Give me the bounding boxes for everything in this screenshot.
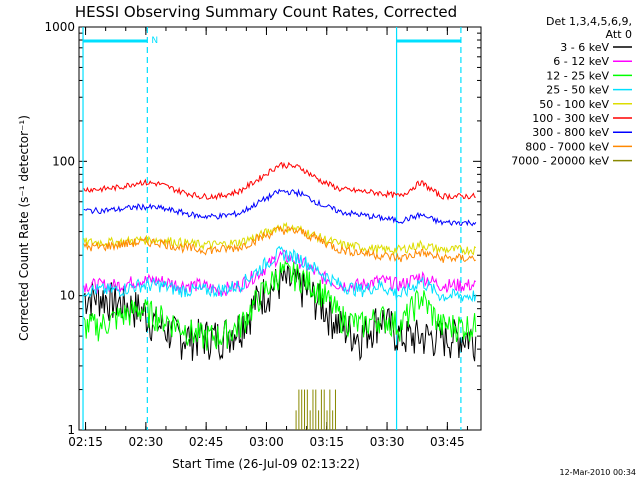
plot-frame <box>78 26 482 431</box>
y-tick-label: 100 <box>52 154 75 168</box>
series-line-100to300keV <box>83 161 476 201</box>
legend-entry-label: 300 - 800 keV <box>532 126 609 139</box>
legend-entry-label: 800 - 7000 keV <box>525 140 609 153</box>
x-tick-label: 03:30 <box>370 435 405 449</box>
x-tick-label: 02:30 <box>129 435 164 449</box>
legend-title-line-1: Det 1,3,4,5,6,9, <box>546 15 632 28</box>
legend-entry-label: 3 - 6 keV <box>560 41 609 54</box>
legend-entry-label: 6 - 12 keV <box>553 55 609 68</box>
y-tick-label: 10 <box>60 289 75 303</box>
x-tick-label: 02:15 <box>68 435 103 449</box>
y-axis-label: Corrected Count Rate (s⁻¹ detector⁻¹) <box>17 115 31 341</box>
series-line-300to800keV <box>83 188 477 227</box>
y-tick-label: 1000 <box>44 20 75 34</box>
timestamp: 12-Mar-2010 00:34 <box>560 468 637 477</box>
series-line-25to50keV <box>83 245 477 303</box>
chart-title: HESSI Observing Summary Count Rates, Cor… <box>75 3 457 21</box>
x-tick-label: 03:45 <box>430 435 465 449</box>
legend-entry-label: 12 - 25 keV <box>546 69 609 82</box>
legend-title-line-2: Att 0 <box>606 28 632 41</box>
x-tick-label: 03:00 <box>249 435 284 449</box>
legend-entry-label: 25 - 50 keV <box>546 84 609 97</box>
y-tick-label: 1 <box>67 423 75 437</box>
series-line-6to12keV <box>83 249 476 297</box>
x-axis-label: Start Time (26-Jul-09 02:13:22) <box>172 457 360 471</box>
legend-entry-label: 7000 - 20000 keV <box>511 155 609 168</box>
x-tick-label: 02:45 <box>189 435 224 449</box>
series-line-800to7000keV <box>83 225 477 263</box>
legend-entry-label: 50 - 100 keV <box>539 98 609 111</box>
legend-entry-label: 100 - 300 keV <box>532 112 609 125</box>
x-tick-label: 03:15 <box>309 435 344 449</box>
series-line-12to25keV <box>83 259 477 351</box>
flag-label: N <box>151 36 158 46</box>
